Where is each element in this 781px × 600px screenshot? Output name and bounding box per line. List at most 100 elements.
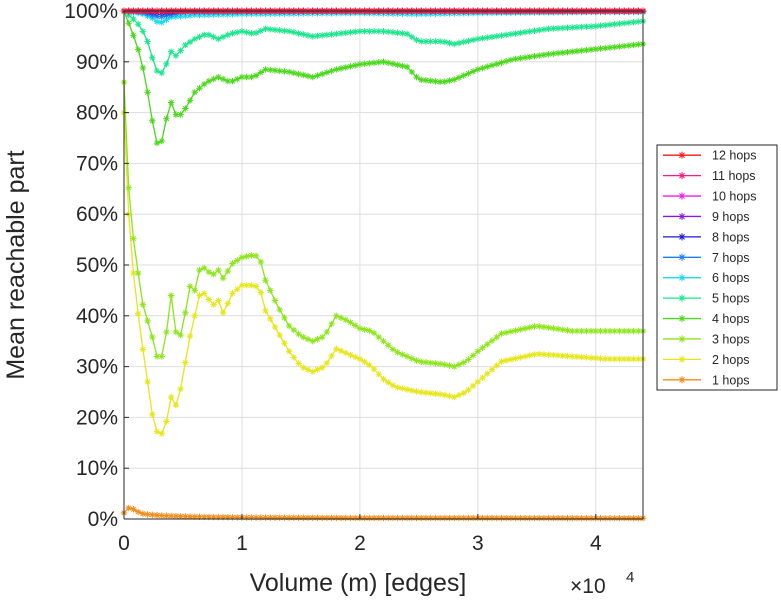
legend-label: 6 hops: [712, 271, 750, 285]
data-point: [224, 267, 231, 275]
data-point: [314, 32, 321, 40]
data-point: [262, 66, 269, 73]
data-point: [620, 19, 628, 27]
data-point: [630, 327, 637, 335]
data-point: [559, 326, 566, 333]
data-point: [587, 23, 595, 30]
data-point: [163, 328, 170, 336]
data-point: [521, 514, 529, 522]
data-point: [333, 66, 340, 73]
data-point: [606, 355, 614, 363]
data-point: [290, 29, 298, 36]
data-point: [333, 312, 340, 319]
data-point: [455, 361, 463, 368]
data-point: [620, 327, 628, 335]
data-point: [257, 258, 265, 266]
data-point: [309, 368, 316, 375]
data-point: [583, 514, 590, 522]
data-point: [163, 418, 170, 425]
data-point: [144, 89, 151, 96]
data-point: [399, 514, 406, 522]
data-point: [451, 363, 458, 370]
data-point: [262, 514, 269, 521]
data-point: [172, 52, 180, 59]
data-point: [583, 354, 590, 361]
data-point: [540, 26, 548, 33]
data-point: [635, 515, 642, 522]
data-point: [356, 355, 364, 363]
legend-item: 6 hops: [663, 271, 750, 285]
data-point: [281, 514, 288, 521]
y-tick-label: 80%: [76, 102, 118, 125]
data-point: [351, 28, 359, 36]
data-point: [536, 323, 543, 330]
data-point: [545, 324, 552, 331]
legend-swatch-marker: [678, 253, 686, 261]
data-point: [474, 66, 482, 73]
data-point: [144, 511, 151, 518]
data-point: [502, 329, 510, 336]
data-point: [606, 21, 614, 28]
data-point: [205, 77, 213, 85]
data-point: [573, 327, 581, 335]
data-point: [271, 297, 279, 304]
data-point: [408, 68, 416, 76]
data-point: [432, 360, 439, 367]
data-point: [526, 53, 533, 61]
data-point: [436, 38, 444, 45]
data-point: [149, 511, 156, 519]
data-point: [130, 15, 137, 23]
data-point: [158, 512, 165, 519]
data-point: [507, 328, 515, 335]
data-point: [403, 63, 411, 71]
data-point: [333, 30, 340, 38]
data-point: [536, 26, 543, 34]
data-point: [526, 324, 533, 331]
data-point: [630, 515, 637, 522]
data-point: [635, 327, 642, 335]
data-point: [337, 514, 345, 522]
data-point: [323, 31, 331, 39]
data-point: [611, 355, 618, 363]
x-tick-label: 3: [472, 532, 484, 555]
data-point: [597, 355, 604, 362]
data-point: [394, 29, 401, 37]
data-point: [550, 50, 557, 57]
data-point: [210, 33, 217, 41]
data-point: [139, 64, 147, 72]
data-point: [186, 332, 194, 340]
data-point: [460, 38, 467, 46]
data-point: [262, 277, 269, 284]
data-point: [370, 514, 378, 522]
data-point: [413, 73, 420, 81]
data-point: [177, 513, 184, 520]
data-point: [125, 504, 132, 512]
data-point: [139, 28, 147, 35]
y-tick-label: 0%: [88, 508, 118, 531]
data-point: [271, 26, 279, 33]
data-point: [436, 391, 444, 398]
data-point: [507, 356, 515, 363]
legend-item: 4 hops: [663, 312, 750, 326]
data-point: [243, 29, 250, 36]
data-point: [611, 514, 618, 522]
data-point: [385, 342, 392, 349]
data-point: [300, 31, 307, 38]
data-point: [602, 22, 609, 29]
data-point: [347, 351, 354, 359]
data-point: [271, 323, 279, 331]
data-point: [578, 514, 585, 522]
data-point: [418, 514, 425, 522]
data-point: [276, 67, 283, 75]
data-point: [498, 59, 505, 66]
data-point: [573, 47, 581, 55]
data-point: [432, 38, 439, 45]
data-point: [210, 301, 217, 308]
data-point: [314, 335, 321, 343]
data-point: [540, 514, 548, 522]
data-point: [625, 327, 633, 335]
data-point: [333, 514, 340, 522]
data-point: [403, 514, 411, 522]
data-point: [366, 514, 373, 522]
data-point: [564, 24, 571, 31]
